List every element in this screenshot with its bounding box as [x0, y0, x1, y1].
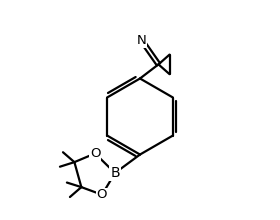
Text: N: N [137, 34, 147, 47]
Text: O: O [97, 188, 107, 201]
Text: O: O [90, 147, 100, 160]
Text: B: B [110, 166, 120, 180]
